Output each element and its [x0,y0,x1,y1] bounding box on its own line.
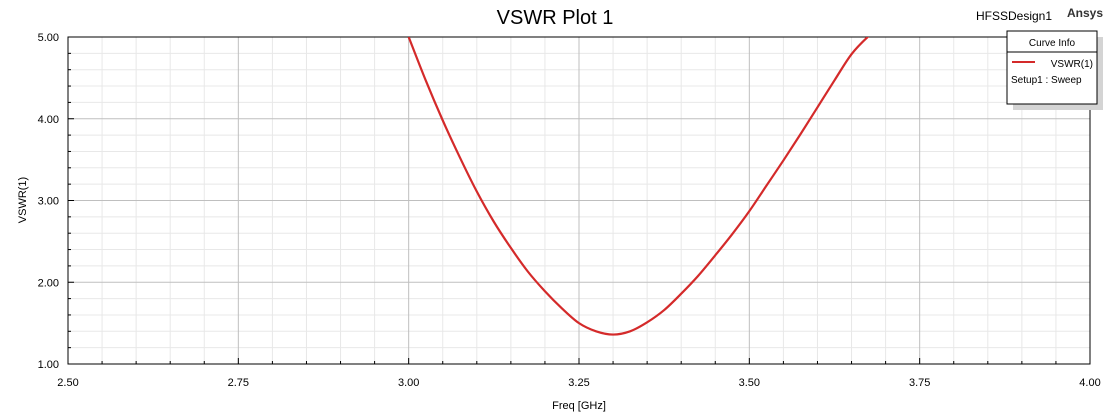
legend-frame [1006,30,1098,105]
x-tick-labels: 2.50 2.75 3.00 3.25 3.50 3.75 4.00 [57,377,1100,389]
y-tick-label: 4.00 [38,114,59,126]
axis-ticks [68,52,1057,364]
y-tick-label: 2.00 [38,277,59,289]
x-tick-label: 3.25 [568,377,589,389]
chart-title: VSWR Plot 1 [497,7,614,29]
x-tick-label: 3.75 [909,377,930,389]
legend-box[interactable]: Curve Info VSWR(1) Setup1 : Sweep [1006,30,1103,110]
x-tick-label: 4.00 [1079,377,1100,389]
x-tick-label: 3.00 [398,377,419,389]
x-axis-label: Freq [GHz] [552,400,606,412]
x-tick-label: 3.50 [739,377,760,389]
y-axis-label: VSWR(1) [17,177,29,223]
x-tick-label: 2.50 [57,377,78,389]
major-grid [68,37,1090,364]
legend-entry-name: VSWR(1) [1051,59,1093,70]
y-tick-labels: 1.00 2.00 3.00 4.00 5.00 [38,32,59,371]
y-tick-label: 5.00 [38,32,59,44]
legend-title: Curve Info [1029,38,1076,49]
y-tick-label: 1.00 [38,359,59,371]
y-tick-label: 3.00 [38,196,59,208]
design-name: HFSSDesign1 [976,9,1052,23]
x-tick-label: 2.75 [228,377,249,389]
brand-logo: Ansys [1067,6,1103,20]
series-line-vswr[interactable] [407,32,876,336]
legend-entry-sub: Setup1 : Sweep [1011,75,1082,86]
